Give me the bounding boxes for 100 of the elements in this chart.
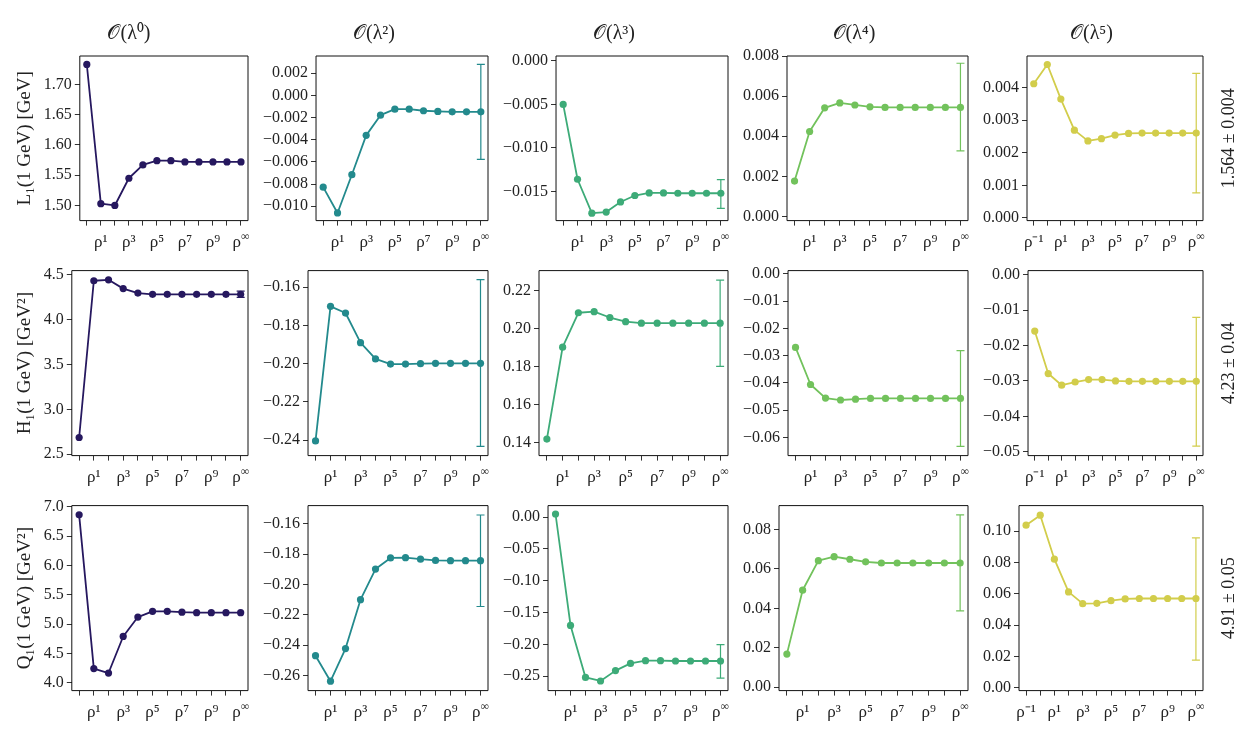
x-tick-label: ρ⁹ bbox=[205, 231, 221, 251]
x-tick-label: ρ∞ bbox=[712, 698, 729, 721]
point bbox=[207, 609, 215, 617]
point bbox=[416, 555, 425, 563]
y-tick-label: 1.70 bbox=[43, 74, 72, 92]
y-tick-label: −0.004 bbox=[262, 129, 309, 147]
point bbox=[1031, 327, 1039, 335]
point bbox=[701, 657, 710, 665]
y-tick-label: −0.05 bbox=[982, 441, 1021, 459]
x-tick-label: ρ¹ bbox=[1054, 231, 1068, 251]
point bbox=[611, 667, 620, 675]
x-tick-label: ρ∞ bbox=[232, 698, 250, 721]
point bbox=[83, 60, 91, 69]
x-tick-label: ρ⁵ bbox=[149, 231, 165, 251]
point bbox=[653, 319, 661, 327]
y-tick-label: −0.22 bbox=[262, 605, 301, 623]
chart-title: 𝒪(λ⁵) bbox=[1070, 21, 1113, 45]
y-tick-label: 0.02 bbox=[983, 646, 1011, 664]
y-tick-label: −0.010 bbox=[262, 196, 309, 214]
point bbox=[371, 355, 380, 363]
x-tick-label: ρ⁹ bbox=[204, 701, 219, 721]
x-tick-label: ρ∞ bbox=[1187, 228, 1205, 251]
point bbox=[1164, 594, 1172, 603]
y-tick-label: 0.18 bbox=[503, 356, 531, 374]
point bbox=[90, 664, 98, 673]
point bbox=[559, 100, 567, 109]
x-tick-label: ρ⁹ bbox=[923, 231, 938, 251]
y-tick-label: −0.03 bbox=[982, 371, 1021, 389]
y-tick-label: −0.02 bbox=[742, 318, 781, 336]
point bbox=[1165, 377, 1173, 385]
point bbox=[178, 290, 186, 298]
point bbox=[893, 559, 901, 567]
x-tick-label: ρ⁹ bbox=[681, 466, 696, 486]
point bbox=[75, 511, 83, 519]
point bbox=[193, 609, 201, 617]
point bbox=[1121, 595, 1129, 603]
y-tick-label: 0.00 bbox=[992, 265, 1021, 283]
point bbox=[559, 343, 567, 351]
y-tick-label: −0.06 bbox=[742, 427, 781, 445]
y-tick-label: −0.04 bbox=[742, 373, 781, 391]
x-tick-label: ρ⁻¹ bbox=[1024, 466, 1045, 486]
x-tick-label: ρ¹ bbox=[570, 231, 585, 251]
point bbox=[1070, 126, 1078, 134]
point bbox=[1179, 129, 1187, 137]
point bbox=[700, 319, 708, 327]
y-tick-label: 0.04 bbox=[983, 615, 1011, 633]
point bbox=[909, 559, 917, 567]
point bbox=[448, 108, 456, 116]
point bbox=[543, 435, 551, 443]
point bbox=[1152, 377, 1160, 385]
x-tick-label: ρ⁵ bbox=[1103, 701, 1119, 721]
text: 4.91 ± 0.05 bbox=[1217, 557, 1238, 640]
point bbox=[814, 557, 822, 565]
y-tick-label: −0.26 bbox=[262, 665, 301, 683]
point bbox=[1125, 377, 1133, 385]
point bbox=[573, 175, 582, 183]
point bbox=[1058, 381, 1066, 389]
x-tick-label: ρ¹ bbox=[330, 231, 345, 251]
point bbox=[419, 107, 428, 115]
point bbox=[401, 360, 410, 368]
y-tick-label: −0.20 bbox=[262, 353, 301, 371]
point bbox=[941, 103, 949, 111]
x-tick-label: ρ∞ bbox=[711, 463, 729, 486]
x-tick-label: ρ¹ bbox=[323, 466, 338, 486]
point bbox=[90, 277, 98, 285]
point bbox=[881, 394, 890, 402]
y-tick-label: 0.04 bbox=[743, 598, 771, 616]
y-tick-label: 0.06 bbox=[743, 559, 771, 577]
y-tick-label: −0.18 bbox=[262, 544, 301, 562]
point bbox=[461, 557, 470, 565]
x-tick-label: ρ⁹ bbox=[1161, 231, 1177, 251]
point bbox=[446, 557, 455, 565]
y-tick-label: 4.5 bbox=[43, 643, 64, 661]
point bbox=[1079, 600, 1087, 608]
x-tick-label: ρ⁷ bbox=[174, 701, 190, 721]
y-tick-label: 6.5 bbox=[43, 526, 64, 544]
point bbox=[1107, 597, 1115, 605]
point bbox=[431, 556, 440, 564]
x-tick-label: ρ⁵ bbox=[1107, 231, 1123, 251]
point bbox=[686, 657, 695, 665]
x-tick-label: ρ³ bbox=[599, 231, 613, 251]
point bbox=[163, 290, 171, 298]
y-tick-label: 0.00 bbox=[752, 264, 781, 282]
point bbox=[386, 554, 395, 562]
y-tick-label: 1.60 bbox=[43, 135, 72, 153]
y-tick-label: 0.003 bbox=[983, 110, 1019, 128]
point bbox=[1098, 375, 1106, 384]
point bbox=[193, 290, 201, 298]
x-tick-label: ρ³ bbox=[827, 701, 841, 721]
point bbox=[148, 607, 157, 615]
y-tick-label: 0.002 bbox=[272, 63, 309, 81]
x-tick-label: ρ⁵ bbox=[145, 466, 160, 486]
x-tick-label: ρ³ bbox=[593, 701, 608, 721]
x-tick-label: ρ³ bbox=[122, 231, 136, 251]
y-tick-label: 0.001 bbox=[983, 175, 1019, 193]
x-tick-label: ρ³ bbox=[587, 466, 601, 486]
x-tick-label: ρ⁹ bbox=[1160, 701, 1175, 721]
y-tick-label: −0.24 bbox=[262, 635, 301, 653]
x-tick-label: ρ∞ bbox=[472, 463, 489, 486]
y-tick-label: −0.01 bbox=[742, 291, 781, 309]
